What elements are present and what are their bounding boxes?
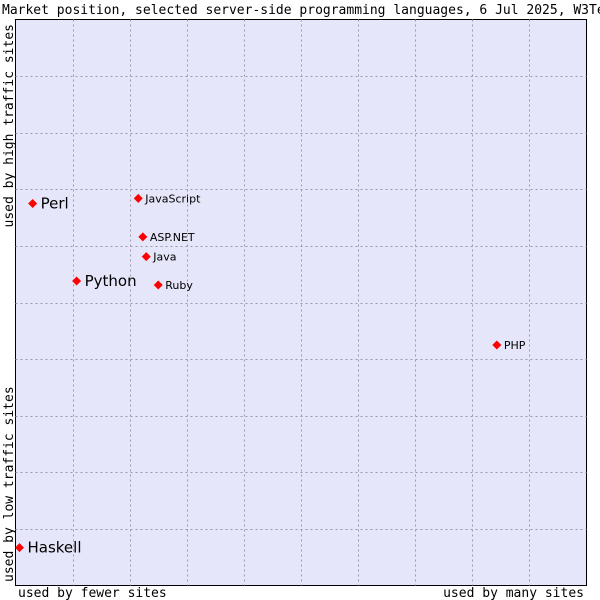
point-ruby xyxy=(153,280,163,290)
point-label-java: Java xyxy=(152,251,176,264)
point-label-python: Python xyxy=(85,272,137,290)
point-java xyxy=(141,252,151,262)
point-php xyxy=(492,340,502,350)
point-perl xyxy=(28,198,38,208)
point-asp-net xyxy=(138,232,148,242)
chart-title: Market position, selected server-side pr… xyxy=(2,3,600,18)
point-label-haskell: Haskell xyxy=(27,539,81,557)
point-haskell xyxy=(14,543,24,553)
y-axis-label-bottom: used by low traffic sites xyxy=(2,386,17,582)
x-axis-label-right: used by many sites xyxy=(443,586,584,600)
point-label-javascript: JavaScript xyxy=(144,192,201,205)
grid-lines xyxy=(15,19,587,586)
point-python xyxy=(72,276,82,286)
point-label-php: PHP xyxy=(504,339,526,352)
point-label-asp-net: ASP.NET xyxy=(150,231,195,244)
point-javascript xyxy=(133,193,143,203)
y-axis-label-top: used by high traffic sites xyxy=(2,24,17,228)
point-label-ruby: Ruby xyxy=(165,279,193,292)
point-label-perl: Perl xyxy=(41,194,69,212)
x-axis-label-left: used by fewer sites xyxy=(18,586,167,600)
data-points: Perl JavaScript ASP.NET Java Python Ruby PHP Ha… xyxy=(14,192,526,557)
